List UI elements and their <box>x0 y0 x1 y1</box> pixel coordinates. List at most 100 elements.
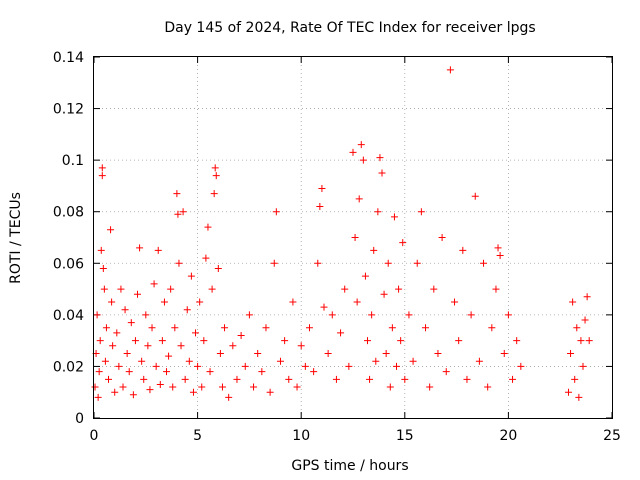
data-point <box>357 141 365 149</box>
data-point <box>517 362 525 370</box>
data-point <box>386 383 394 391</box>
data-point <box>202 254 210 262</box>
data-point <box>581 316 589 324</box>
data-point <box>366 375 374 383</box>
data-point <box>328 311 336 319</box>
data-point <box>134 290 142 298</box>
data-point <box>212 172 220 180</box>
data-point <box>359 156 367 164</box>
data-point <box>569 298 577 306</box>
y-tick-label: 0.04 <box>53 308 84 324</box>
data-point <box>380 290 388 298</box>
data-point <box>129 391 137 399</box>
data-point <box>198 383 206 391</box>
data-point <box>446 66 454 74</box>
data-point <box>504 311 512 319</box>
data-point <box>345 362 353 370</box>
data-point <box>237 331 245 339</box>
data-point <box>117 285 125 293</box>
data-point <box>229 342 237 350</box>
data-point <box>324 350 332 358</box>
data-point <box>165 352 173 360</box>
data-point <box>382 350 390 358</box>
data-point <box>492 285 500 293</box>
data-point <box>171 324 179 332</box>
data-point <box>573 324 581 332</box>
plot-frame <box>93 56 613 419</box>
data-point <box>200 337 208 345</box>
data-point <box>368 311 376 319</box>
data-point <box>376 154 384 162</box>
data-point <box>258 368 266 376</box>
data-point <box>208 285 216 293</box>
data-point <box>136 244 144 252</box>
data-point <box>163 368 171 376</box>
data-point <box>349 148 357 156</box>
data-point <box>471 192 479 200</box>
data-point <box>463 375 471 383</box>
data-point <box>167 285 175 293</box>
x-tick-label: 15 <box>396 428 414 444</box>
data-point <box>206 368 214 376</box>
data-point <box>355 195 363 203</box>
data-point <box>583 293 591 301</box>
data-point <box>577 337 585 345</box>
data-point <box>125 368 133 376</box>
data-point <box>305 324 313 332</box>
data-point <box>353 298 361 306</box>
data-point <box>192 329 200 337</box>
data-point <box>451 298 459 306</box>
data-point <box>320 303 328 311</box>
x-tick-label: 5 <box>193 428 202 444</box>
y-tick-label: 0.12 <box>53 102 84 118</box>
data-point <box>434 350 442 358</box>
data-point <box>111 388 119 396</box>
data-point <box>422 324 430 332</box>
data-point <box>225 393 233 401</box>
data-point <box>194 362 202 370</box>
data-point <box>293 383 301 391</box>
data-point <box>430 285 438 293</box>
data-point <box>152 362 160 370</box>
data-point <box>140 375 148 383</box>
data-point <box>395 285 403 293</box>
data-point <box>266 388 274 396</box>
data-point <box>332 375 340 383</box>
data-point <box>272 208 280 216</box>
y-tick-label: 0.06 <box>53 256 84 272</box>
data-point <box>115 362 123 370</box>
y-tick-label: 0.02 <box>53 359 84 375</box>
data-point <box>91 383 99 391</box>
data-point <box>254 350 262 358</box>
data-point <box>285 375 293 383</box>
data-point <box>187 272 195 280</box>
data-point <box>101 357 109 365</box>
data-point <box>455 337 463 345</box>
data-point <box>241 362 249 370</box>
data-point <box>585 337 593 345</box>
data-point <box>185 357 193 365</box>
data-point <box>289 298 297 306</box>
data-point <box>316 203 324 211</box>
data-point <box>156 380 164 388</box>
data-point <box>364 337 372 345</box>
data-point <box>196 298 204 306</box>
data-point <box>475 357 483 365</box>
data-point <box>494 244 502 252</box>
data-point <box>97 246 105 254</box>
data-point <box>98 172 106 180</box>
data-point <box>262 324 270 332</box>
data-point <box>438 234 446 241</box>
data-point <box>94 393 102 401</box>
data-point <box>119 383 127 391</box>
data-point <box>245 311 253 319</box>
data-point <box>374 208 382 216</box>
x-tick-label: 0 <box>90 428 99 444</box>
data-point <box>127 319 135 327</box>
data-point <box>216 350 224 358</box>
data-point <box>484 383 492 391</box>
data-point <box>397 337 405 345</box>
data-point <box>571 375 579 383</box>
data-point <box>496 252 504 260</box>
data-point <box>100 285 108 293</box>
